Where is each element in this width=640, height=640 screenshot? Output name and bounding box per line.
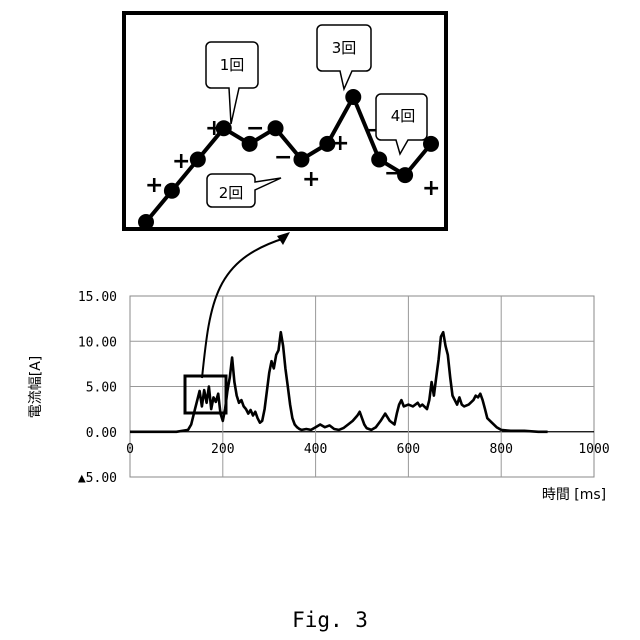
inset-marker <box>423 135 439 152</box>
zoom-highlight-box <box>183 374 228 415</box>
x-tick-label: 800 <box>489 442 512 457</box>
y-tick-label: 0.00 <box>86 426 117 441</box>
inset-marker <box>267 120 284 137</box>
inset-marker <box>293 151 310 168</box>
callout-3: 3回 <box>316 24 372 92</box>
x-axis-title: 時間 [ms] <box>542 487 606 503</box>
y-axis-title: 電流幅[A] <box>28 356 44 419</box>
x-tick-label: 600 <box>397 442 420 457</box>
inset-marker <box>138 214 154 230</box>
plot-area: 15.00 10.00 5.00 0.00 ▲5.00 0 200 400 600 800 100… <box>28 290 610 503</box>
minus-sign: − <box>384 161 402 186</box>
x-tick-label: 0 <box>126 442 134 457</box>
callout-1: 1回 <box>205 41 259 125</box>
inset-markers <box>138 89 439 230</box>
plus-sign: + <box>145 173 163 198</box>
x-tick-labels: 0 200 400 600 800 1000 <box>126 442 610 457</box>
y-tick-label: 10.00 <box>78 335 117 350</box>
gridlines <box>130 296 594 477</box>
y-tick-label: ▲5.00 <box>78 471 117 486</box>
inset-marker <box>189 151 206 168</box>
x-tick-label: 1000 <box>578 442 609 457</box>
inset-marker <box>319 135 336 152</box>
connector-arrow <box>201 237 286 379</box>
svg-text:2回: 2回 <box>219 184 244 202</box>
y-tick-labels: 15.00 10.00 5.00 0.00 ▲5.00 <box>78 290 117 486</box>
inset-marker <box>397 167 414 184</box>
callout-2: 2回 <box>206 173 282 208</box>
svg-text:1回: 1回 <box>220 56 245 74</box>
inset-zoom: + + + − − + + − − + 1回 2回 3回 4回 <box>122 11 448 231</box>
inset-marker <box>371 151 388 168</box>
inset-marker <box>241 135 258 152</box>
minus-sign: − <box>274 145 292 170</box>
plus-sign: + <box>302 167 320 192</box>
svg-text:3回: 3回 <box>332 39 357 57</box>
x-tick-label: 400 <box>304 442 327 457</box>
callout-4: 4回 <box>375 93 428 156</box>
minus-sign: − <box>246 116 264 141</box>
plus-sign: + <box>172 149 190 174</box>
y-tick-label: 5.00 <box>86 381 117 396</box>
arrowhead <box>277 232 290 245</box>
plus-sign: + <box>205 116 223 141</box>
svg-text:4回: 4回 <box>391 107 416 125</box>
inset-marker <box>163 182 180 199</box>
figure-caption: Fig. 3 <box>292 608 368 632</box>
plus-sign: + <box>422 176 440 201</box>
inset-marker <box>345 89 362 105</box>
inset-marker <box>215 120 232 137</box>
x-tick-label: 200 <box>211 442 234 457</box>
plus-sign: + <box>331 131 349 156</box>
y-tick-label: 15.00 <box>78 290 117 305</box>
